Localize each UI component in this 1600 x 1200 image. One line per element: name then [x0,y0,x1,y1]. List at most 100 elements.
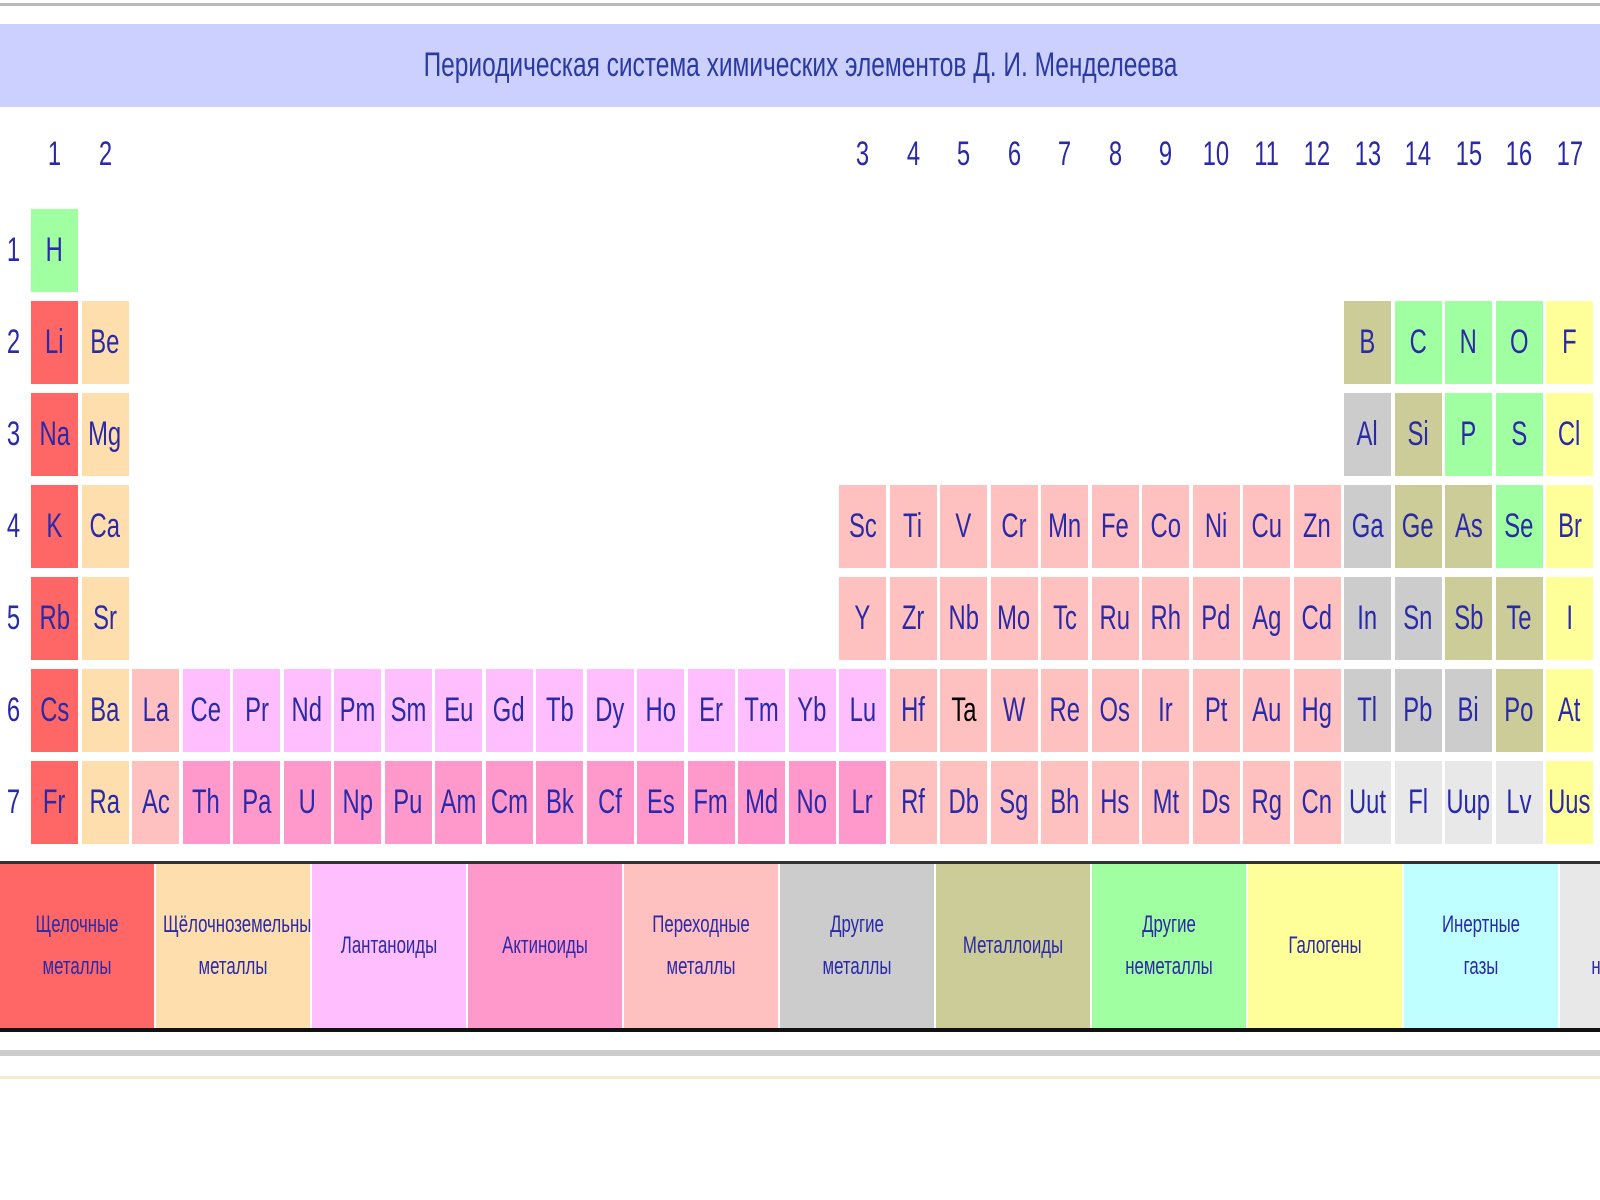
element-cell[interactable]: Pb [1394,669,1442,752]
element-cell[interactable]: Cr [990,485,1038,568]
element-cell[interactable]: Uup [1445,761,1492,844]
element-cell[interactable]: Sr [81,577,129,660]
legend-item[interactable]: Инертные газы [1404,864,1560,1028]
element-cell[interactable]: H [31,209,78,292]
element-cell[interactable]: N [1445,301,1492,384]
element-cell[interactable]: Cm [485,761,533,844]
element-cell[interactable]: W [990,669,1038,752]
element-cell[interactable]: Y [839,577,886,660]
element-cell[interactable]: Ni [1192,485,1240,568]
element-cell[interactable]: Na [31,393,78,476]
element-cell[interactable]: Yb [788,669,836,752]
element-cell[interactable]: Pa [233,761,280,844]
element-cell[interactable]: Au [1243,669,1290,752]
legend-item[interactable]: Щелочные металлы [0,864,156,1028]
element-cell[interactable]: Ac [132,761,179,844]
element-cell[interactable]: Tl [1344,669,1391,752]
element-cell[interactable]: Hg [1293,669,1341,752]
element-cell[interactable]: Ti [889,485,937,568]
element-cell[interactable]: Se [1495,485,1543,568]
element-cell[interactable]: Fl [1394,761,1442,844]
element-cell[interactable]: C [1394,301,1442,384]
element-cell[interactable]: Pm [334,669,381,752]
element-cell[interactable]: Mg [81,393,129,476]
element-cell[interactable]: Al [1344,393,1391,476]
element-cell[interactable]: Mn [1041,485,1088,568]
element-cell[interactable]: Ra [81,761,129,844]
element-cell[interactable]: Th [182,761,230,844]
element-cell[interactable]: At [1546,669,1593,752]
element-cell[interactable]: Hs [1091,761,1139,844]
element-cell[interactable]: Cn [1293,761,1341,844]
element-cell[interactable]: I [1546,577,1593,660]
legend-item[interactable]: Другие металлы [780,864,936,1028]
element-cell[interactable]: P [1445,393,1492,476]
element-cell[interactable]: V [940,485,987,568]
element-cell[interactable]: Be [81,301,129,384]
legend-item[interactable]: Свойства неизвестны [1560,864,1600,1028]
element-cell[interactable]: Br [1546,485,1593,568]
element-cell[interactable]: Fr [31,761,78,844]
element-cell[interactable]: Pt [1192,669,1240,752]
element-cell[interactable]: Ge [1394,485,1442,568]
element-cell[interactable]: Os [1091,669,1139,752]
element-cell[interactable]: Pd [1192,577,1240,660]
element-cell[interactable]: Co [1142,485,1189,568]
element-cell[interactable]: Uus [1546,761,1593,844]
legend-item[interactable]: Лантаноиды [312,864,468,1028]
element-cell[interactable]: O [1495,301,1543,384]
element-cell[interactable]: Mo [990,577,1038,660]
element-cell[interactable]: Er [687,669,735,752]
element-cell[interactable]: Gd [485,669,533,752]
legend-item[interactable]: Переходные металлы [624,864,780,1028]
element-cell[interactable]: La [132,669,179,752]
element-cell[interactable]: Sg [990,761,1038,844]
element-cell[interactable]: Ir [1142,669,1189,752]
element-cell[interactable]: Np [334,761,381,844]
legend-item[interactable]: Металлоиды [936,864,1092,1028]
element-cell[interactable]: Lv [1495,761,1543,844]
element-cell[interactable]: F [1546,301,1593,384]
legend-item[interactable]: Галогены [1248,864,1404,1028]
element-cell[interactable]: Tb [536,669,583,752]
element-cell[interactable]: Mt [1142,761,1189,844]
element-cell[interactable]: K [31,485,78,568]
element-cell[interactable]: Sn [1394,577,1442,660]
element-cell[interactable]: Tm [738,669,785,752]
element-cell[interactable]: Bh [1041,761,1088,844]
element-cell[interactable]: Dy [586,669,634,752]
element-cell[interactable]: Cd [1293,577,1341,660]
element-cell[interactable]: B [1344,301,1391,384]
element-cell[interactable]: Rf [889,761,937,844]
element-cell[interactable]: Fm [687,761,735,844]
element-cell[interactable]: Eu [435,669,482,752]
element-cell[interactable]: Ga [1344,485,1391,568]
element-cell[interactable]: Es [637,761,684,844]
element-cell[interactable]: Rb [31,577,78,660]
element-cell[interactable]: Nb [940,577,987,660]
element-cell[interactable]: Cf [586,761,634,844]
element-cell[interactable]: Pu [384,761,432,844]
element-cell[interactable]: Zr [889,577,937,660]
element-cell[interactable]: Bk [536,761,583,844]
element-cell[interactable]: Tc [1041,577,1088,660]
element-cell[interactable]: Nd [283,669,331,752]
element-cell[interactable]: Ag [1243,577,1290,660]
element-cell[interactable]: Cs [31,669,78,752]
element-cell[interactable]: In [1344,577,1391,660]
element-cell[interactable]: Bi [1445,669,1492,752]
element-cell[interactable]: Ba [81,669,129,752]
element-cell[interactable]: U [283,761,331,844]
element-cell[interactable]: No [788,761,836,844]
element-cell[interactable]: Uut [1344,761,1391,844]
element-cell[interactable]: Li [31,301,78,384]
element-cell[interactable]: Rh [1142,577,1189,660]
legend-item[interactable]: Другие неметаллы [1092,864,1248,1028]
element-cell[interactable]: Hf [889,669,937,752]
element-cell[interactable]: Rg [1243,761,1290,844]
element-cell[interactable]: Sb [1445,577,1492,660]
element-cell[interactable]: Lu [839,669,886,752]
element-cell[interactable]: Cu [1243,485,1290,568]
element-cell[interactable]: Ta [940,669,987,752]
element-cell[interactable]: Ho [637,669,684,752]
